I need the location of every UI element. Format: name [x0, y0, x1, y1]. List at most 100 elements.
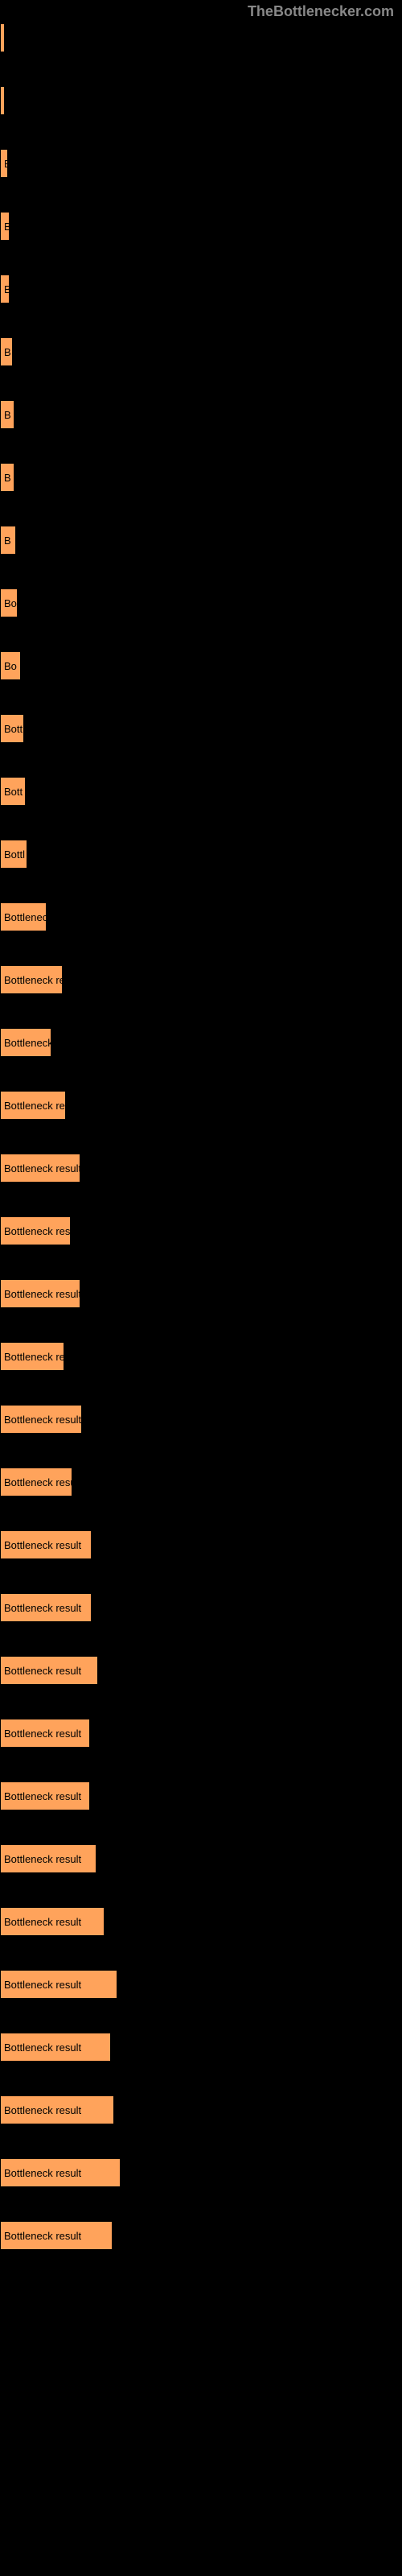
bar-label: Bottleneck res: [4, 1100, 65, 1112]
bar-row: Bottleneck result: [0, 2221, 402, 2250]
bar: Bottleneck result: [0, 1781, 90, 1810]
bar-label: Bottleneck re: [4, 1351, 64, 1363]
bar-row: B: [0, 400, 402, 429]
bar-label: Bott: [4, 786, 23, 798]
bar: B: [0, 212, 10, 241]
bar-row: Bottleneck result: [0, 1907, 402, 1936]
bar-row: Bott: [0, 777, 402, 806]
bar-label: B: [4, 221, 9, 233]
bar-row: Bottleneck result: [0, 2033, 402, 2062]
bar: B: [0, 149, 8, 178]
bar: Bottleneck res: [0, 1091, 66, 1120]
bar-label: Bo: [4, 660, 17, 672]
bar-label: Bottleneck result: [4, 1162, 80, 1174]
bar: Bottleneck resu: [0, 1216, 71, 1245]
bar: Bottleneck result: [0, 1907, 105, 1936]
bar-label: Bottleneck re: [4, 974, 62, 986]
bar-row: Bo: [0, 588, 402, 617]
bar-chart: B B B B B B B B B Bo Bo Bott Bott Bottl Bottlenec Bottl…: [0, 23, 402, 2250]
bar: Bottl: [0, 840, 27, 869]
bar-row: Bottleneck result: [0, 1781, 402, 1810]
bar-row: Bottleneck re: [0, 1342, 402, 1371]
bar: Bottleneck result: [0, 1844, 96, 1873]
bar-row: Bottleneck result: [0, 1844, 402, 1873]
bar-row: Bottleneck resu: [0, 1216, 402, 1245]
bar-row: Bottleneck resu: [0, 1468, 402, 1496]
bar: B: [0, 23, 5, 52]
bar-label: Bottleneck result: [4, 1665, 81, 1677]
bar: Bottleneck result: [0, 1719, 90, 1748]
header-brand: TheBottlenecker.com: [0, 0, 402, 23]
bar-label: Bottleneck result: [4, 1414, 81, 1426]
bar: Bottleneck re: [0, 1342, 64, 1371]
bar-row: Bottleneck result: [0, 1593, 402, 1622]
bar: B: [0, 337, 13, 366]
bar-row: Bottleneck: [0, 1028, 402, 1057]
bar: Bottleneck resu: [0, 1468, 72, 1496]
bar-row: Bottleneck re: [0, 965, 402, 994]
bar-label: Bottleneck resu: [4, 1476, 72, 1488]
bar-label: Bo: [4, 597, 17, 609]
bar: Bo: [0, 651, 21, 680]
bar-label: Bottleneck result: [4, 2104, 81, 2116]
bar-label: B: [4, 158, 7, 170]
bar-label: B: [4, 346, 11, 358]
bar-label: Bottleneck result: [4, 1916, 81, 1928]
bar-row: B: [0, 149, 402, 178]
bar: B: [0, 86, 5, 115]
bar-label: Bottleneck result: [4, 1539, 81, 1551]
bar-label: Bottleneck result: [4, 1979, 81, 1991]
bar-row: Bottleneck result: [0, 2158, 402, 2187]
bar-row: Bottleneck result: [0, 1405, 402, 1434]
bar: Bottleneck result: [0, 1970, 117, 1999]
bar-row: Bo: [0, 651, 402, 680]
bar: Bottleneck: [0, 1028, 51, 1057]
bar: Bottlenec: [0, 902, 47, 931]
bar-row: B: [0, 526, 402, 555]
bar-label: Bottleneck result: [4, 1288, 80, 1300]
bar-label: B: [4, 535, 11, 547]
bar-label: Bottleneck: [4, 1037, 51, 1049]
bar-label: B: [4, 409, 11, 421]
bar-row: B: [0, 275, 402, 303]
brand-text: TheBottlenecker.com: [248, 3, 394, 19]
bar-row: Bottlenec: [0, 902, 402, 931]
bar: Bo: [0, 588, 18, 617]
bar: Bottleneck result: [0, 1530, 92, 1559]
bar-label: Bottl: [4, 848, 25, 861]
bar-label: Bottleneck result: [4, 2167, 81, 2179]
bar-row: Bott: [0, 714, 402, 743]
bar: Bottleneck result: [0, 2158, 121, 2187]
bar-label: Bottleneck result: [4, 1602, 81, 1614]
bar-row: Bottleneck result: [0, 1279, 402, 1308]
bar-row: Bottleneck result: [0, 1719, 402, 1748]
bar: Bottleneck re: [0, 965, 63, 994]
bar-row: Bottl: [0, 840, 402, 869]
bar-row: Bottleneck result: [0, 1656, 402, 1685]
bar: B: [0, 526, 16, 555]
bar-row: B: [0, 463, 402, 492]
bar-row: Bottleneck result: [0, 2095, 402, 2124]
bar: Bottleneck result: [0, 1656, 98, 1685]
bar: Bottleneck result: [0, 1154, 80, 1183]
bar-row: Bottleneck result: [0, 1970, 402, 1999]
bar-label: B: [4, 472, 11, 484]
bar: B: [0, 275, 10, 303]
bar: Bott: [0, 714, 24, 743]
bar-label: Bott: [4, 723, 23, 735]
bar-label: Bottleneck result: [4, 1853, 81, 1865]
bar-row: B: [0, 86, 402, 115]
bar: Bottleneck result: [0, 1279, 80, 1308]
bar-row: Bottleneck res: [0, 1091, 402, 1120]
bar-label: Bottleneck resu: [4, 1225, 70, 1237]
bar-label: Bottleneck result: [4, 1728, 81, 1740]
bar-label: B: [4, 283, 9, 295]
bar-row: Bottleneck result: [0, 1154, 402, 1183]
bar-row: B: [0, 212, 402, 241]
bar: Bottleneck result: [0, 2033, 111, 2062]
bar-row: B: [0, 337, 402, 366]
bar: B: [0, 400, 14, 429]
bar: B: [0, 463, 14, 492]
bar-label: Bottlenec: [4, 911, 46, 923]
bar-row: Bottleneck result: [0, 1530, 402, 1559]
